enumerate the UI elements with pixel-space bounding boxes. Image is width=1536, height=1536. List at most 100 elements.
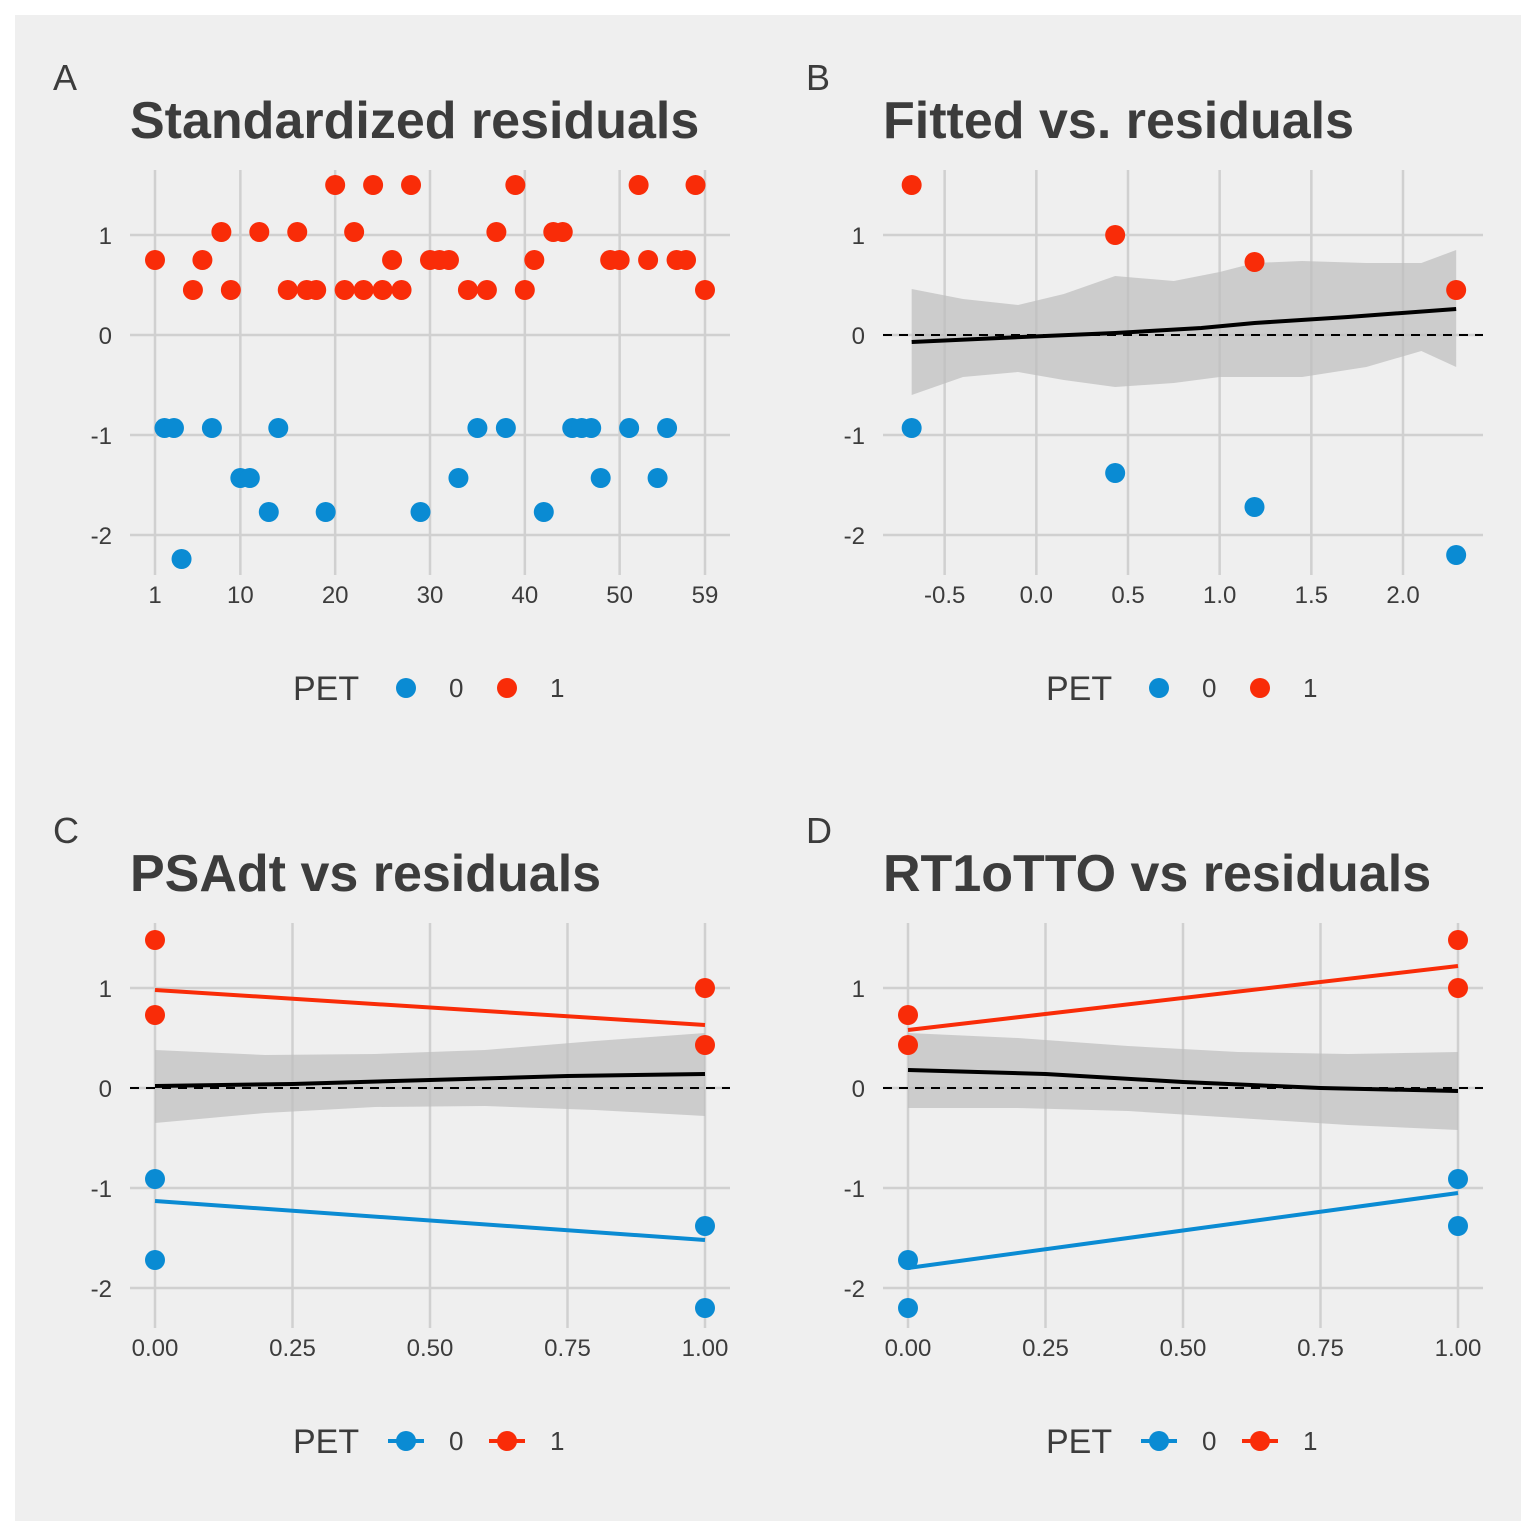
legend-key-point xyxy=(497,678,517,698)
y-tick-label: 1 xyxy=(852,976,865,1003)
legend-label: 1 xyxy=(1303,673,1317,703)
x-tick-label: 0.00 xyxy=(132,1335,179,1362)
panel-tag: A xyxy=(53,57,77,98)
y-tick-label: -2 xyxy=(91,1276,112,1303)
data-point-pet-0 xyxy=(145,1169,165,1189)
data-point-pet-1 xyxy=(344,222,365,242)
legend-title: PET xyxy=(1046,670,1112,708)
x-tick-label: 0.75 xyxy=(1297,1335,1344,1362)
legend-title: PET xyxy=(1046,1423,1112,1461)
data-point-pet-0 xyxy=(533,502,554,522)
data-point-pet-0 xyxy=(258,502,279,522)
data-point-pet-1 xyxy=(476,280,497,300)
data-point-pet-0 xyxy=(901,418,922,438)
x-tick-label: 1 xyxy=(148,582,161,609)
y-tick-label: -2 xyxy=(844,523,865,550)
x-tick-label: 50 xyxy=(606,582,633,609)
legend-key-point xyxy=(1250,678,1270,698)
x-tick-label: 2.0 xyxy=(1386,582,1419,609)
smooth-line xyxy=(907,1068,1459,1093)
x-tick-label: 0.0 xyxy=(1020,582,1053,609)
data-point-pet-1 xyxy=(1105,225,1126,245)
data-point-pet-0 xyxy=(145,1250,165,1270)
data-point-pet-1 xyxy=(552,222,573,242)
x-tick-label: 0.50 xyxy=(407,1335,454,1362)
fit-line-pet-1 xyxy=(154,988,706,1027)
y-tick-label: 1 xyxy=(99,223,112,250)
y-tick-label: 0 xyxy=(99,323,112,350)
x-tick-label: 1.00 xyxy=(1435,1335,1482,1362)
panel-title: Fitted vs. residuals xyxy=(883,92,1354,150)
data-point-pet-1 xyxy=(457,280,478,300)
data-point-pet-0 xyxy=(495,418,516,438)
data-point-pet-0 xyxy=(898,1250,918,1270)
data-point-pet-1 xyxy=(1244,252,1265,272)
data-point-pet-1 xyxy=(1448,978,1468,998)
fit-line-pet-0 xyxy=(154,1199,706,1242)
y-tick-label: -1 xyxy=(91,423,112,450)
data-point-pet-0 xyxy=(1105,463,1126,483)
data-point-pet-1 xyxy=(695,280,715,300)
legend-key-point xyxy=(497,1431,517,1451)
data-point-pet-1 xyxy=(486,222,507,242)
data-point-pet-0 xyxy=(448,468,469,488)
data-point-pet-1 xyxy=(438,250,459,270)
legend-label: 1 xyxy=(1303,1426,1317,1456)
y-tick-label: 0 xyxy=(99,1076,112,1103)
data-point-pet-0 xyxy=(467,418,488,438)
data-point-pet-1 xyxy=(211,222,232,242)
y-tick-label: -1 xyxy=(844,1176,865,1203)
data-point-pet-1 xyxy=(898,1005,918,1025)
legend-key-point xyxy=(1149,678,1169,698)
data-point-pet-1 xyxy=(182,280,203,300)
legend-label: 0 xyxy=(1202,673,1216,703)
x-tick-label: 59 xyxy=(692,582,719,609)
legend-label: 1 xyxy=(550,673,564,703)
x-tick-label: 0.50 xyxy=(1160,1335,1207,1362)
data-point-pet-1 xyxy=(609,250,630,270)
data-point-pet-1 xyxy=(505,175,526,195)
x-tick-label: 0.5 xyxy=(1111,582,1144,609)
data-point-pet-0 xyxy=(647,468,668,488)
x-tick-label: 0.75 xyxy=(544,1335,591,1362)
data-point-pet-0 xyxy=(163,418,184,438)
data-point-pet-1 xyxy=(220,280,241,300)
data-point-pet-1 xyxy=(353,280,374,300)
legend-key-point xyxy=(396,678,416,698)
data-point-pet-0 xyxy=(171,549,192,569)
data-point-pet-1 xyxy=(676,250,697,270)
panel-tag: C xyxy=(53,810,79,851)
smooth-line xyxy=(911,307,1457,344)
y-tick-label: 0 xyxy=(852,1076,865,1103)
data-point-pet-0 xyxy=(590,468,611,488)
legend-label: 1 xyxy=(550,1426,564,1456)
data-point-pet-0 xyxy=(268,418,289,438)
x-tick-label: 10 xyxy=(227,582,254,609)
legend-label: 0 xyxy=(1202,1426,1216,1456)
data-point-pet-0 xyxy=(657,418,678,438)
legend-title: PET xyxy=(293,1423,359,1461)
panel-title: RT1oTTO vs residuals xyxy=(883,845,1431,903)
data-point-pet-1 xyxy=(382,250,403,270)
data-point-pet-0 xyxy=(1244,497,1265,517)
panel-tag: B xyxy=(806,57,830,98)
x-tick-label: 0.25 xyxy=(269,1335,316,1362)
panel-title: PSAdt vs residuals xyxy=(130,845,601,903)
y-tick-label: -1 xyxy=(91,1176,112,1203)
x-tick-label: 30 xyxy=(417,582,444,609)
data-point-pet-0 xyxy=(695,1298,715,1318)
data-point-pet-1 xyxy=(401,175,422,195)
data-point-pet-1 xyxy=(325,175,346,195)
data-point-pet-1 xyxy=(391,280,412,300)
fit-line-pet-1 xyxy=(907,964,1459,1032)
data-point-pet-1 xyxy=(1448,930,1468,950)
data-point-pet-1 xyxy=(628,175,649,195)
y-tick-label: 1 xyxy=(852,223,865,250)
data-point-pet-0 xyxy=(1446,545,1467,565)
panel-title: Standardized residuals xyxy=(130,92,699,150)
data-point-pet-1 xyxy=(277,280,298,300)
data-point-pet-1 xyxy=(145,250,165,270)
x-tick-label: 0.00 xyxy=(885,1335,932,1362)
